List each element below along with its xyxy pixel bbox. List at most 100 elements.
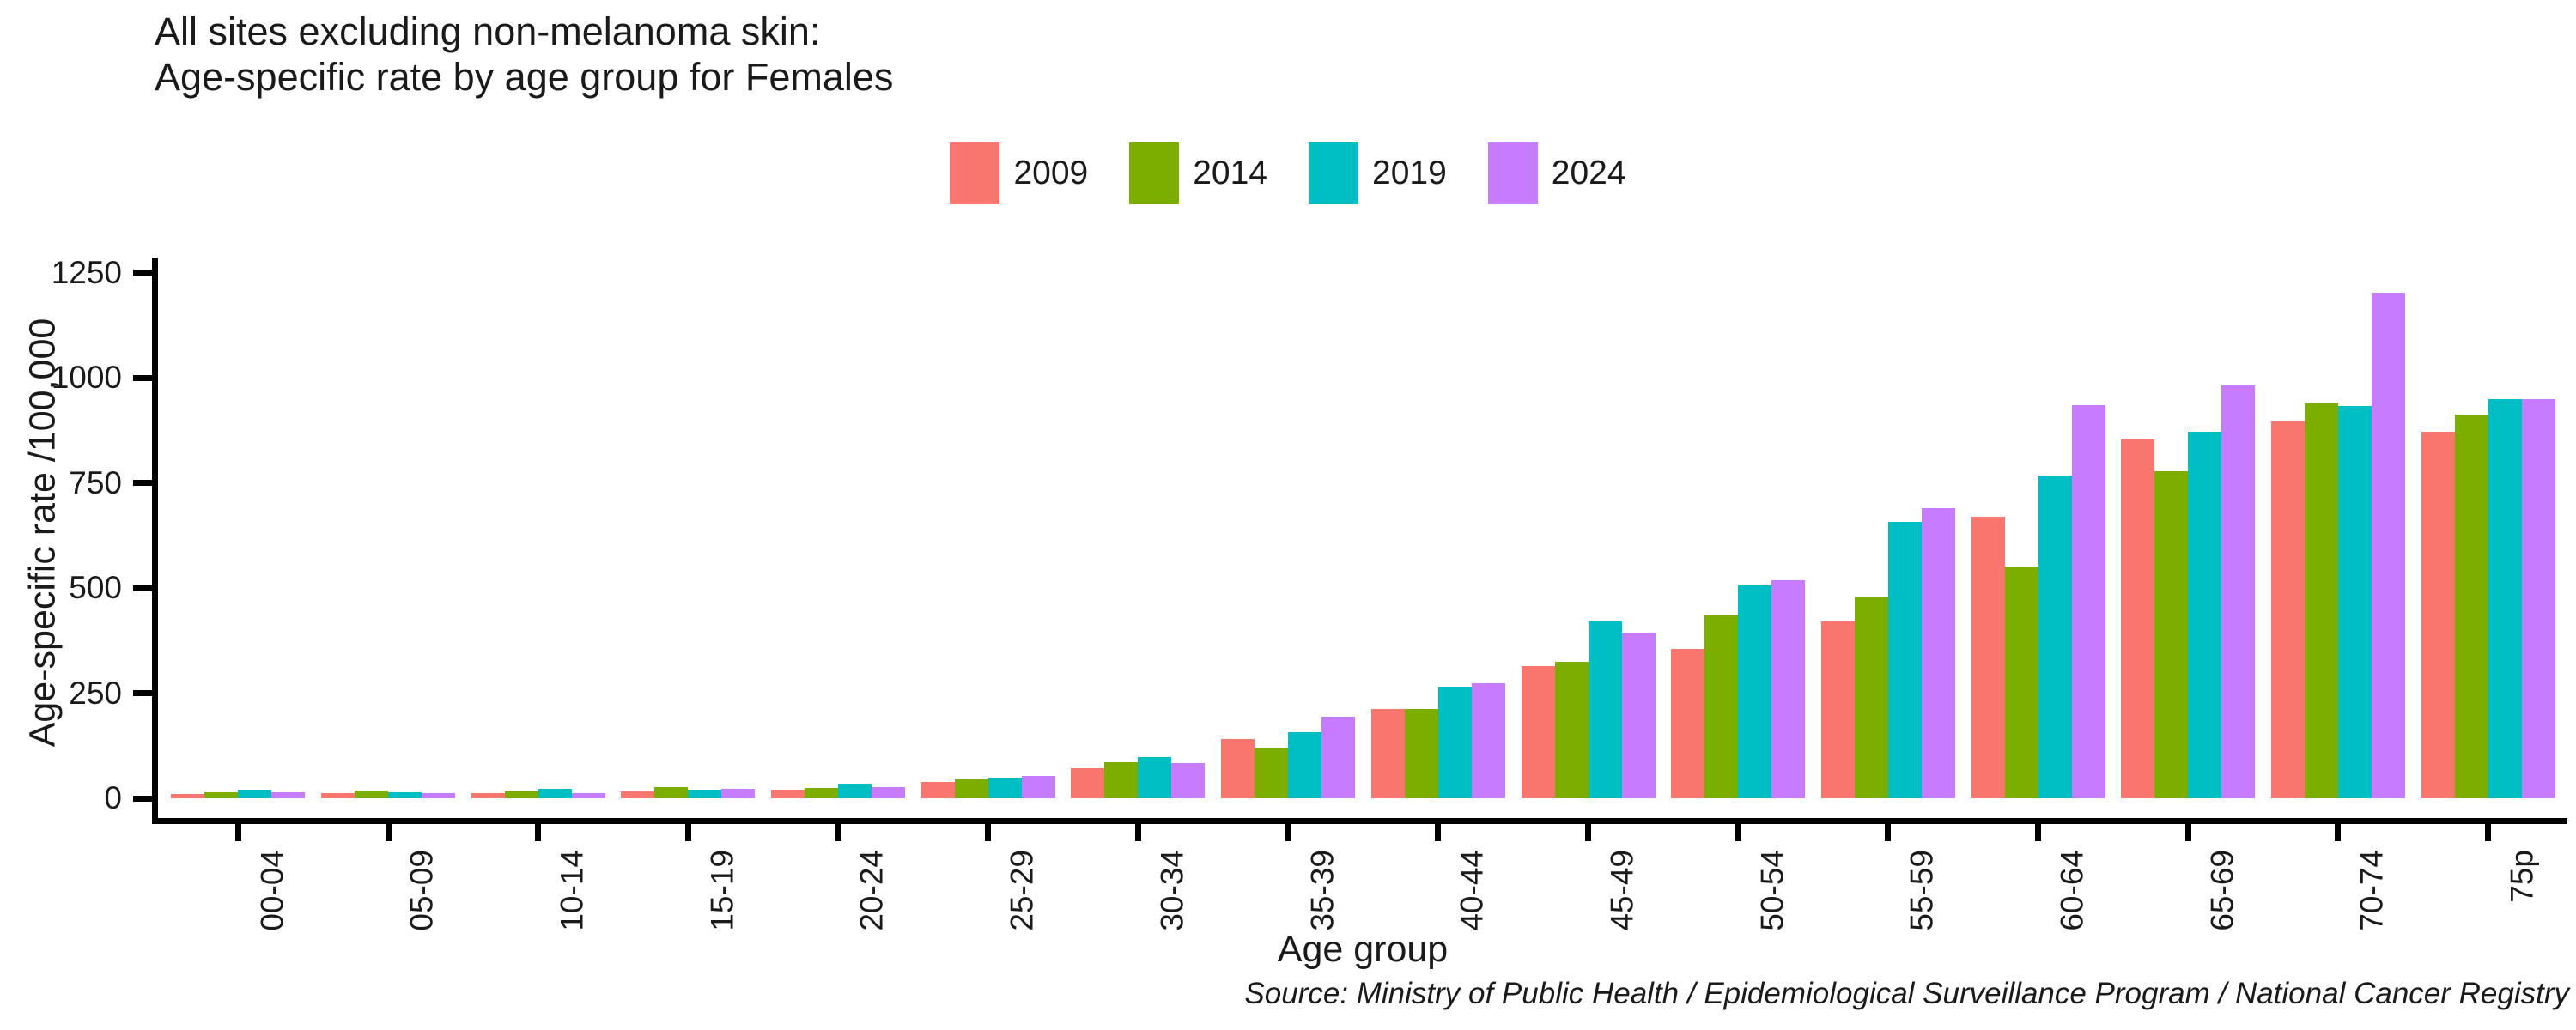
bar-2014-55-59: [1854, 597, 1888, 798]
legend-label: 2024: [1551, 154, 1626, 191]
bar-2014-70-74: [2304, 403, 2338, 798]
bar-group-55-59: [1814, 507, 1964, 798]
x-axis-tick-label: 60-64: [2054, 850, 2090, 931]
y-axis-tick-label: 0: [104, 780, 122, 815]
y-axis-tick-label: 250: [69, 675, 122, 711]
y-axis-tick: [133, 585, 152, 591]
bar-2009-60-64: [1971, 516, 2005, 798]
x-axis-tick-label: 20-24: [854, 850, 890, 931]
bar-2019-50-54: [1738, 585, 1772, 798]
bar-2014-10-14: [504, 791, 538, 798]
x-axis-tick-label: 25-29: [1004, 850, 1040, 931]
bar-2024-40-44: [1471, 683, 1505, 798]
x-axis-tick-label: 55-59: [1904, 850, 1940, 931]
x-axis-tick: [985, 824, 992, 841]
bar-2019-70-74: [2337, 405, 2372, 798]
bar-2014-30-34: [1104, 762, 1139, 798]
bar-2024-30-34: [1171, 763, 1206, 798]
y-axis-tick: [133, 480, 152, 486]
bar-2009-00-04: [171, 793, 205, 798]
x-axis-tick: [1435, 824, 1442, 841]
x-axis-title: Age group: [1277, 929, 1449, 970]
bar-2019-05-09: [388, 791, 422, 798]
x-axis-tick: [684, 824, 691, 841]
x-axis-tick: [1134, 824, 1141, 841]
x-axis-tick-label: 40-44: [1454, 850, 1490, 931]
x-axis-tick-label: 75p: [2504, 850, 2540, 903]
legend-swatch-2019: [1309, 142, 1358, 204]
x-axis-tick: [1285, 824, 1291, 841]
bar-2019-15-19: [688, 790, 722, 798]
bar-2024-60-64: [2071, 404, 2105, 798]
bar-2019-55-59: [1887, 521, 1922, 798]
bar-2014-60-64: [2004, 566, 2038, 798]
legend-item-2019: 2019: [1309, 142, 1447, 204]
bar-group-25-29: [913, 776, 1063, 798]
bar-2019-10-14: [538, 789, 572, 798]
legend-swatch-2009: [950, 142, 1000, 204]
bar-2014-00-04: [204, 791, 239, 798]
bar-group-00-04: [163, 789, 313, 798]
bar-2009-55-59: [1820, 621, 1855, 798]
bar-2024-70-74: [2371, 293, 2405, 798]
bar-group-45-49: [1513, 621, 1663, 798]
bar-2014-20-24: [805, 787, 839, 798]
bar-group-65-69: [2113, 385, 2263, 798]
bar-2024-45-49: [1621, 632, 1656, 798]
source-note: Source: Ministry of Public Health / Epid…: [1244, 977, 2569, 1010]
x-axis-tick-label: 45-49: [1604, 850, 1640, 931]
x-axis-tick: [385, 824, 392, 841]
bar-2024-25-29: [1021, 776, 1055, 798]
x-axis-tick: [1585, 824, 1592, 841]
x-axis-tick-label: 70-74: [2354, 850, 2390, 931]
bar-2009-25-29: [920, 781, 955, 798]
x-axis-tick: [1735, 824, 1741, 841]
bar-2019-60-64: [2038, 476, 2072, 798]
bar-2009-70-74: [2270, 421, 2305, 798]
bar-group-40-44: [1364, 683, 1514, 798]
x-axis-tick-label: 50-54: [1754, 850, 1790, 931]
x-axis-tick: [835, 824, 841, 841]
x-axis-tick-label: 10-14: [554, 850, 590, 931]
bar-2014-40-44: [1404, 709, 1438, 798]
chart-title: All sites excluding non-melanoma skin: A…: [155, 9, 894, 100]
x-axis-tick: [2035, 824, 2042, 841]
y-axis-tick-label: 500: [69, 570, 122, 605]
bar-2019-45-49: [1588, 621, 1622, 798]
bar-2024-15-19: [721, 789, 756, 798]
bar-group-75p: [2413, 398, 2563, 798]
x-axis-tick-label: 00-04: [254, 850, 290, 931]
legend-item-2009: 2009: [950, 142, 1088, 204]
bar-2009-35-39: [1221, 739, 1255, 798]
x-axis-tick: [535, 824, 542, 841]
y-axis-tick: [133, 795, 152, 802]
legend-item-2014: 2014: [1129, 142, 1267, 204]
x-axis-line: [152, 818, 2567, 824]
bar-group-70-74: [2263, 293, 2414, 798]
bar-group-10-14: [463, 789, 613, 798]
bar-2014-65-69: [2154, 470, 2189, 798]
x-axis-tick-label: 15-19: [704, 850, 740, 931]
x-axis-tick: [2335, 824, 2342, 841]
x-axis-tick: [234, 824, 241, 841]
bar-2009-65-69: [2121, 439, 2155, 798]
y-axis-line: [152, 258, 158, 824]
x-axis-tick-label: 35-39: [1304, 850, 1340, 931]
bar-2009-15-19: [621, 791, 655, 798]
bar-2014-15-19: [654, 786, 689, 798]
bar-2024-05-09: [422, 792, 456, 798]
bar-group-15-19: [613, 786, 763, 798]
bar-group-05-09: [313, 790, 464, 798]
bar-2024-10-14: [571, 792, 605, 798]
x-axis-tick-label: 65-69: [2204, 850, 2240, 931]
bar-2014-25-29: [954, 779, 988, 798]
bar-2014-45-49: [1554, 662, 1589, 798]
bar-2019-65-69: [2188, 431, 2222, 798]
bar-2024-20-24: [872, 786, 906, 798]
bar-2014-75p: [2454, 415, 2488, 798]
y-axis-tick-label: 750: [69, 464, 122, 500]
x-axis-tick: [1885, 824, 1892, 841]
legend-swatch-2014: [1129, 142, 1180, 204]
bar-2009-10-14: [471, 793, 505, 798]
